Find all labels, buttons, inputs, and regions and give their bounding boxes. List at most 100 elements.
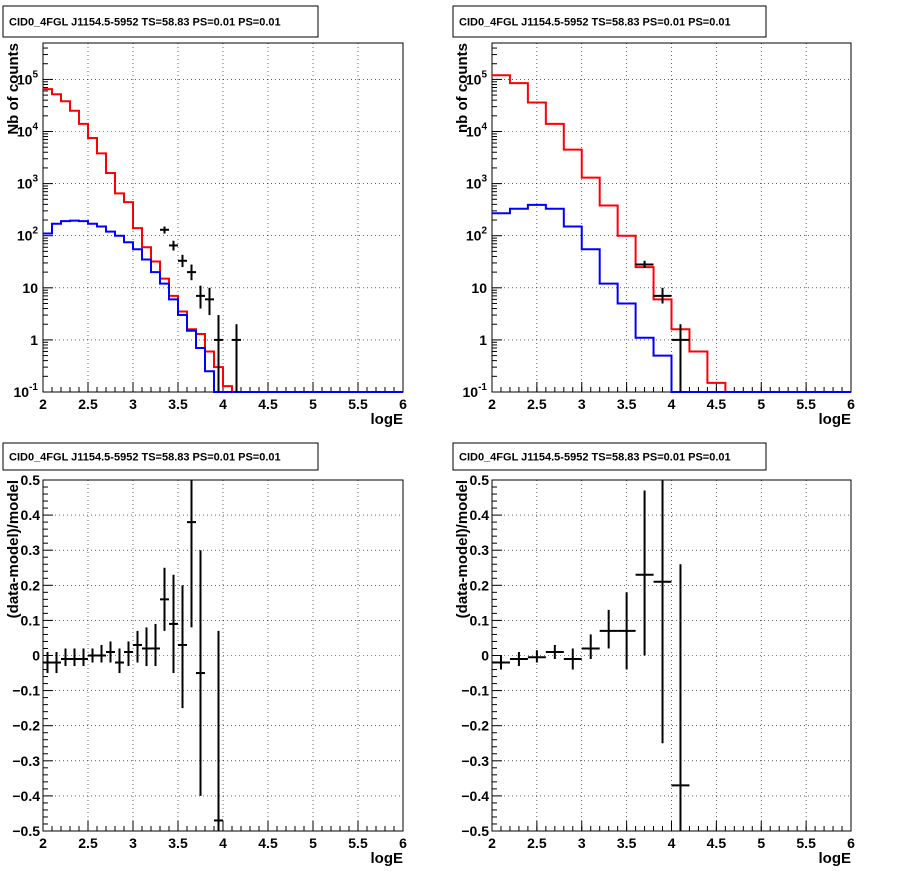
y-tick-label: 1 xyxy=(30,332,38,348)
y-tick-label: 0.1 xyxy=(470,612,490,628)
grid xyxy=(43,43,403,392)
x-tick-label: 4 xyxy=(668,396,676,412)
x-tick-label: 5.5 xyxy=(796,835,816,851)
chart-title-box xyxy=(2,442,319,471)
x-tick-label: 2 xyxy=(488,835,496,851)
y-tick-label: −0.1 xyxy=(12,683,40,699)
x-tick-label: 2 xyxy=(39,835,47,851)
x-tick-label: 5 xyxy=(757,835,765,851)
x-axis-label: logE xyxy=(371,850,404,867)
x-tick-label: 4 xyxy=(668,835,676,851)
y-tick-label: 105 xyxy=(17,69,39,87)
x-tick-label: 5 xyxy=(757,396,765,412)
y-tick-label: 10 xyxy=(471,280,487,296)
y-tick-label: −0.4 xyxy=(461,788,489,804)
chart-title-box xyxy=(2,5,319,38)
y-tick-label: 104 xyxy=(466,122,488,140)
data-points xyxy=(160,226,241,392)
data-point xyxy=(115,648,124,674)
data-point xyxy=(196,285,205,309)
y-tick-label: 104 xyxy=(17,122,39,140)
y-tick-label: 0.5 xyxy=(470,472,490,488)
data-point xyxy=(61,648,70,667)
data-point xyxy=(43,651,52,674)
y-tick-label: 103 xyxy=(17,174,39,192)
data-point xyxy=(617,592,636,670)
data-point xyxy=(178,254,187,268)
data-point xyxy=(563,648,582,670)
x-tick-label: 4.5 xyxy=(707,835,727,851)
x-tick-label: 3.5 xyxy=(168,396,188,412)
data-point xyxy=(671,564,690,831)
x-tick-label: 3.5 xyxy=(617,835,637,851)
y-tick-label: 0 xyxy=(32,648,40,664)
data-point xyxy=(581,634,600,660)
data-point xyxy=(653,287,672,304)
data-point xyxy=(160,226,169,234)
y-tick-label: 0.3 xyxy=(470,542,490,558)
y-axis-label: (data-model)/model xyxy=(454,480,471,618)
x-axis-label: logE xyxy=(819,850,852,867)
y-tick-label: 0.2 xyxy=(21,577,41,593)
data-point xyxy=(232,324,241,392)
x-tick-label: 3 xyxy=(129,835,137,851)
data-point xyxy=(160,567,169,631)
x-tick-label: 5 xyxy=(309,835,317,851)
data-point xyxy=(635,260,654,268)
y-tick-label: −0.5 xyxy=(12,823,40,839)
y-axis-label: nb of counts xyxy=(454,43,471,133)
data-point xyxy=(133,630,142,663)
chart-panel-3: CID0_4FGL J1154.5-5952 TS=58.83 PS=0.01 … xyxy=(2,442,407,867)
data-point xyxy=(599,609,618,649)
x-tick-label: 3 xyxy=(578,396,586,412)
source-model-histogram xyxy=(43,219,403,393)
x-tick-label: 5 xyxy=(309,396,317,412)
data-point xyxy=(70,648,79,667)
x-tick-label: 2.5 xyxy=(78,835,98,851)
data-point xyxy=(169,240,178,251)
y-tick-label: −0.4 xyxy=(12,788,40,804)
x-tick-label: 5.5 xyxy=(796,396,816,412)
x-tick-label: 4 xyxy=(219,835,227,851)
data-point xyxy=(545,644,564,660)
x-tick-label: 2.5 xyxy=(527,835,547,851)
y-tick-label: 102 xyxy=(17,226,39,244)
data-point xyxy=(196,550,205,796)
x-tick-label: 2 xyxy=(488,396,496,412)
y-tick-label: −0.3 xyxy=(12,753,40,769)
data-point xyxy=(492,655,510,670)
y-tick-label: 10-1 xyxy=(463,382,488,400)
y-tick-label: 0.2 xyxy=(470,577,490,593)
x-tick-label: 4.5 xyxy=(258,396,278,412)
data-point xyxy=(187,480,196,628)
x-tick-label: 6 xyxy=(847,835,855,851)
data-point xyxy=(653,480,672,744)
x-tick-label: 3.5 xyxy=(168,835,188,851)
x-tick-label: 3.5 xyxy=(617,396,637,412)
data-point xyxy=(187,264,196,281)
data-point xyxy=(635,490,654,656)
data-points xyxy=(635,260,690,392)
data-point xyxy=(88,648,97,663)
data-point xyxy=(214,315,223,392)
x-tick-label: 2 xyxy=(39,396,47,412)
y-tick-label: −0.3 xyxy=(461,753,489,769)
y-tick-label: 0.1 xyxy=(21,612,41,628)
x-tick-label: 3 xyxy=(578,835,586,851)
data-point xyxy=(169,574,178,674)
y-tick-label: −0.2 xyxy=(461,718,489,734)
source-model-histogram xyxy=(492,203,851,393)
data-point xyxy=(671,324,690,392)
chart-title-box xyxy=(452,5,767,38)
x-tick-label: 4 xyxy=(219,396,227,412)
plot-frame xyxy=(491,42,852,393)
data-point xyxy=(124,641,133,667)
x-tick-label: 6 xyxy=(847,396,855,412)
data-point xyxy=(509,651,528,667)
chart-panel-1: CID0_4FGL J1154.5-5952 TS=58.83 PS=0.01 … xyxy=(2,5,407,428)
data-points xyxy=(492,480,690,831)
y-axis-label: (data-model)/model xyxy=(5,480,22,618)
x-tick-label: 2.5 xyxy=(527,396,547,412)
data-point xyxy=(527,650,546,663)
